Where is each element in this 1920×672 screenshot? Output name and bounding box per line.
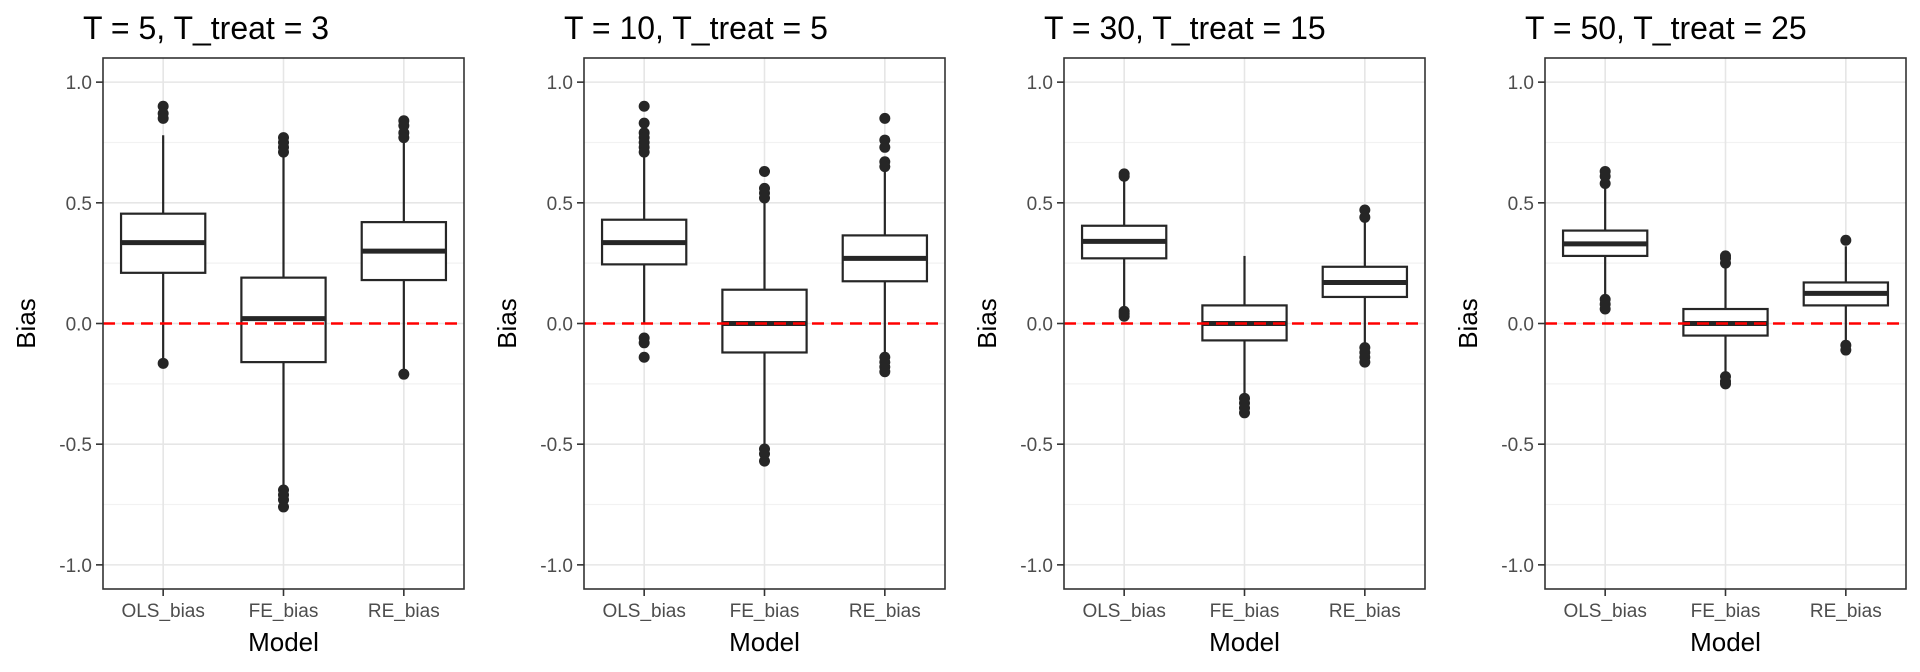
x-tick-label: RE_bias <box>1329 601 1401 622</box>
outlier-point <box>398 368 410 380</box>
outlier-point <box>1239 407 1250 419</box>
outlier-point <box>759 165 770 177</box>
x-tick-label: OLS_bias <box>602 601 685 622</box>
y-tick-label: -0.5 <box>1501 435 1534 456</box>
outlier-point <box>157 357 169 369</box>
x-tick-label: OLS_bias <box>1082 601 1165 622</box>
y-tick-label: 0.0 <box>1027 315 1053 336</box>
y-axis-title: Bias <box>492 298 522 349</box>
box-RE_bias <box>841 112 929 378</box>
y-tick-label: 0.5 <box>547 194 573 215</box>
x-tick-label: FE_bias <box>1691 601 1761 622</box>
x-tick-label: OLS_bias <box>1563 601 1646 622</box>
outlier-point <box>157 112 169 124</box>
box-OLS_bias <box>1561 165 1649 315</box>
y-axis-title: Bias <box>972 298 1002 349</box>
outlier-point <box>1720 257 1731 269</box>
x-axis-title: Model <box>729 627 800 657</box>
box-RE_bias <box>360 115 448 380</box>
outlier-point <box>879 112 891 124</box>
y-axis-title: Bias <box>11 298 41 349</box>
x-axis-title: Model <box>1209 627 1280 657</box>
y-tick-label: 0.0 <box>66 315 92 336</box>
box-RE_bias <box>1802 234 1890 356</box>
y-tick-label: -0.5 <box>59 435 92 456</box>
outlier-point <box>1359 356 1371 368</box>
y-tick-label: 0.5 <box>1508 194 1534 215</box>
x-tick-label: FE_bias <box>1210 601 1280 622</box>
y-tick-label: -1.0 <box>1501 556 1534 577</box>
y-tick-label: -1.0 <box>59 556 92 577</box>
x-tick-label: RE_bias <box>368 601 440 622</box>
y-tick-label: 1.0 <box>1508 73 1534 94</box>
box-RE_bias <box>1321 204 1409 368</box>
box-OLS_bias <box>600 100 688 363</box>
x-tick-label: RE_bias <box>849 601 921 622</box>
y-tick-label: -1.0 <box>1020 556 1053 577</box>
x-tick-label: RE_bias <box>1810 601 1882 622</box>
outlier-point <box>638 146 650 158</box>
box-FE_bias <box>1201 255 1288 419</box>
box-OLS_bias <box>1080 168 1168 322</box>
y-tick-label: 1.0 <box>547 73 573 94</box>
outlier-point <box>759 455 770 467</box>
outlier-point <box>879 161 891 173</box>
x-axis-title: Model <box>1690 627 1761 657</box>
panel-4: -1.0 -0.5 0.0 0.5 1.0 OLS_bias FE_bias RE_bias T… <box>1453 10 1907 657</box>
box-FE_bias <box>721 165 808 467</box>
outlier-point <box>638 117 650 129</box>
outlier-point <box>1840 344 1852 356</box>
outlier-point <box>278 501 289 513</box>
outlier-point <box>1118 170 1130 182</box>
panel-title: T = 10, T_treat = 5 <box>564 10 828 46</box>
outlier-point <box>1840 234 1852 246</box>
box-FE_bias <box>1682 250 1769 390</box>
y-tick-label: 0.5 <box>1027 194 1053 215</box>
outlier-point <box>1720 378 1731 390</box>
y-tick-label: 1.0 <box>1027 73 1053 94</box>
outlier-point <box>1359 211 1371 223</box>
outlier-point <box>638 337 650 349</box>
outlier-point <box>879 141 891 153</box>
y-tick-label: -1.0 <box>540 556 573 577</box>
box-FE_bias <box>240 132 327 513</box>
x-axis-title: Model <box>248 627 319 657</box>
y-tick-label: 0.5 <box>66 194 92 215</box>
outlier-point <box>638 351 650 363</box>
y-axis-title: Bias <box>1453 298 1483 349</box>
outlier-point <box>1599 303 1611 315</box>
panel-title: T = 50, T_treat = 25 <box>1525 10 1807 46</box>
outlier-point <box>1599 178 1611 190</box>
outlier-point <box>879 366 891 378</box>
y-tick-label: 1.0 <box>66 73 92 94</box>
y-tick-label: 0.0 <box>547 315 573 336</box>
panel-1: -1.0 -0.5 0.0 0.5 1.0 OLS_bias FE_bias RE_bias T… <box>11 10 465 657</box>
x-tick-label: FE_bias <box>730 601 800 622</box>
outlier-point <box>638 100 650 112</box>
panel-3: -1.0 -0.5 0.0 0.5 1.0 OLS_bias FE_bias RE_bias T… <box>972 10 1426 657</box>
y-tick-label: -0.5 <box>1020 435 1053 456</box>
outlier-point <box>398 132 410 144</box>
y-tick-label: 0.0 <box>1508 315 1534 336</box>
box-OLS_bias <box>119 100 207 369</box>
panel-title: T = 5, T_treat = 3 <box>83 10 329 46</box>
panel-2: -1.0 -0.5 0.0 0.5 1.0 OLS_bias FE_bias RE_bias T… <box>492 10 946 657</box>
x-tick-label: OLS_bias <box>121 601 204 622</box>
outlier-point <box>1118 310 1130 322</box>
outlier-point <box>278 146 289 158</box>
panel-title: T = 30, T_treat = 15 <box>1044 10 1326 46</box>
x-tick-label: FE_bias <box>249 601 319 622</box>
y-tick-label: -0.5 <box>540 435 573 456</box>
outlier-point <box>759 192 770 204</box>
